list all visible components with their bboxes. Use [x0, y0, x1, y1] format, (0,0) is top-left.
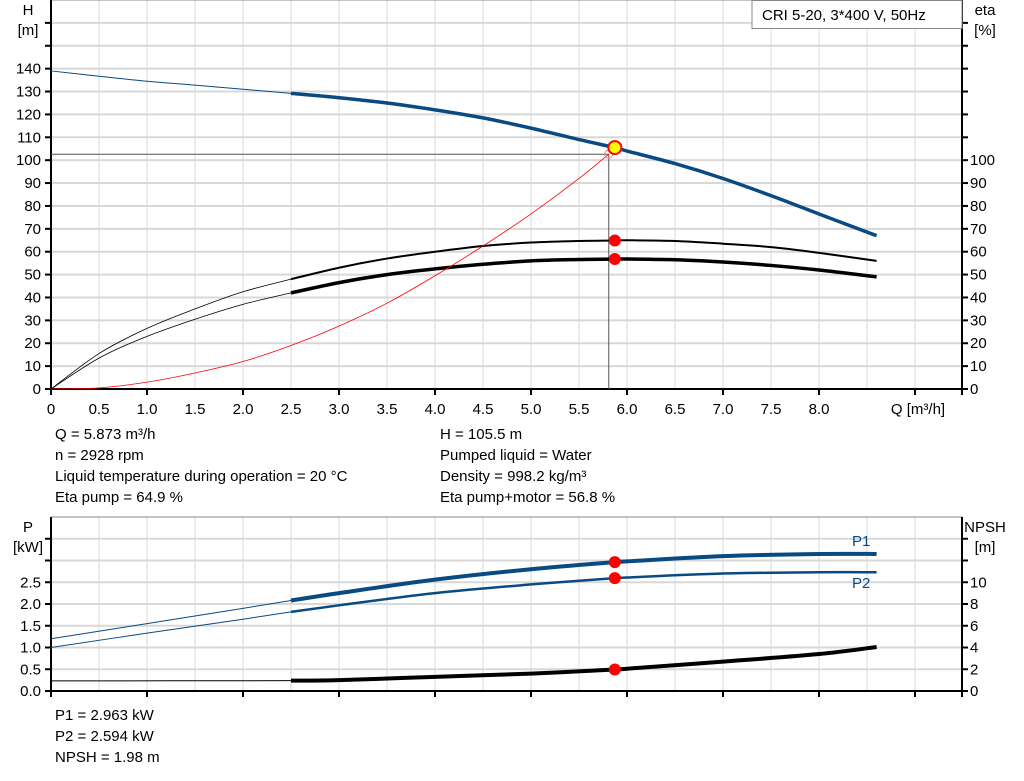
y-tick-label-left: 100: [16, 152, 41, 169]
y-tick-label-right: 10: [970, 358, 987, 375]
y-tick-label-right: 4: [970, 640, 978, 657]
y-tick-label-left: 2.5: [20, 574, 41, 591]
plot-area: [51, 0, 962, 389]
y-tick-label-left: 40: [24, 289, 41, 306]
y-tick-label-left: 80: [24, 198, 41, 215]
x-tick-label: 3.0: [329, 401, 350, 418]
y-tick-label-left: 50: [24, 267, 41, 284]
eta_pump_motor-curve: [290, 257, 877, 295]
y-tick-label-right: 40: [970, 289, 987, 306]
operating-info-left: Liquid temperature during operation = 20…: [55, 468, 348, 485]
x-tick-label: 4.0: [425, 401, 446, 418]
y-tick-label-right: 70: [970, 221, 987, 238]
duty-point-npsh: [608, 663, 621, 676]
y-tick-label-left: 90: [24, 175, 41, 192]
title-box: [751, 0, 963, 29]
x-tick-label: 5.5: [569, 401, 590, 418]
x-tick-label: 8.0: [809, 401, 830, 418]
y-tick-label-right: 60: [970, 244, 987, 261]
P1-curve-extrapolated: [50, 600, 292, 640]
duty-point-head: [607, 140, 623, 156]
x-tick-label: 7.0: [713, 401, 734, 418]
P2-curve-extrapolated: [50, 611, 292, 648]
y-tick-label-right: 2: [970, 661, 978, 678]
duty-point-p2: [608, 572, 621, 585]
y-axis-label-left: H: [23, 2, 34, 19]
y-axis-label-right: eta: [975, 2, 997, 19]
duty-point-eta-pump: [608, 234, 621, 247]
chart-title: CRI 5-20, 3*400 V, 50Hz: [762, 7, 926, 24]
y-tick-label-right: 20: [970, 335, 987, 352]
p2-series-label: P2: [852, 575, 870, 592]
power-info: NPSH = 1.98 m: [55, 749, 160, 766]
x-tick-label: 7.5: [761, 401, 782, 418]
system-curve: [50, 153, 610, 390]
power-info: P2 = 2.594 kW: [55, 728, 155, 745]
H-curve: [290, 91, 878, 238]
y-tick-label-left: 140: [16, 61, 41, 78]
y-tick-label-left: 20: [24, 335, 41, 352]
x-tick-label: 1.5: [185, 401, 206, 418]
y-tick-label-left: 70: [24, 221, 41, 238]
y-tick-label-right: 30: [970, 312, 987, 329]
x-tick-label: 2.0: [233, 401, 254, 418]
operating-info-left: Eta pump = 64.9 %: [55, 489, 183, 506]
H-curve-extrapolated: [50, 70, 292, 94]
y-tick-label-left: 2.0: [20, 596, 41, 613]
x-tick-label: 2.5: [281, 401, 302, 418]
y-axis-label-left: [m]: [18, 22, 39, 39]
x-tick-label: 4.5: [473, 401, 494, 418]
y-tick-label-left: 130: [16, 84, 41, 101]
y-axis-label-left: P: [23, 519, 33, 536]
y-tick-label-left: 1.0: [20, 640, 41, 657]
y-tick-label-right: 50: [970, 267, 987, 284]
operating-info-right: Density = 998.2 kg/m³: [440, 468, 586, 485]
y-tick-label-left: 1.5: [20, 618, 41, 635]
operating-info-left: n = 2928 rpm: [55, 447, 144, 464]
y-tick-label-right: 0: [970, 381, 978, 398]
eta_pump_motor-curve-extrapolated: [50, 292, 292, 390]
y-axis-label-right: [m]: [975, 539, 996, 556]
y-tick-label-right: 90: [970, 175, 987, 192]
x-axis-label: Q [m³/h]: [891, 401, 945, 418]
operating-info-right: Pumped liquid = Water: [440, 447, 592, 464]
y-tick-label-right: 0: [970, 683, 978, 700]
x-tick-label: 0.5: [89, 401, 110, 418]
operating-info-left: Q = 5.873 m³/h: [55, 426, 155, 443]
y-tick-label-right: 80: [970, 198, 987, 215]
y-tick-label-left: 120: [16, 106, 41, 123]
y-tick-label-left: 0.5: [20, 661, 41, 678]
y-tick-label-right: 8: [970, 596, 978, 613]
p1-series-label: P1: [852, 533, 870, 550]
y-tick-label-right: 100: [970, 152, 995, 169]
x-tick-label: 0: [47, 401, 55, 418]
y-tick-label-right: 6: [970, 618, 978, 635]
eta_pump-curve: [290, 239, 877, 281]
y-tick-label-left: 0.0: [20, 683, 41, 700]
y-tick-label-left: 60: [24, 244, 41, 261]
y-axis-label-right: [%]: [974, 22, 996, 39]
eta_pump-curve-extrapolated: [50, 278, 292, 390]
y-tick-label-left: 0: [33, 381, 41, 398]
y-tick-label-left: 110: [17, 129, 41, 146]
y-tick-label-right: 10: [970, 574, 987, 591]
y-axis-label-left: [kW]: [13, 539, 43, 556]
x-tick-label: 6.5: [665, 401, 686, 418]
duty-point-p1: [608, 556, 621, 569]
x-tick-label: 6.0: [617, 401, 638, 418]
y-tick-label-left: 30: [24, 312, 41, 329]
y-tick-label-left: 10: [24, 358, 41, 375]
power-info: P1 = 2.963 kW: [55, 707, 155, 724]
y-axis-label-right: NPSH: [964, 519, 1006, 536]
x-tick-label: 1.0: [137, 401, 158, 418]
x-tick-label: 5.0: [521, 401, 542, 418]
operating-info-right: H = 105.5 m: [440, 426, 522, 443]
x-tick-label: 3.5: [377, 401, 398, 418]
duty-point-eta-pump-motor: [608, 253, 621, 266]
operating-info-right: Eta pump+motor = 56.8 %: [440, 489, 615, 506]
